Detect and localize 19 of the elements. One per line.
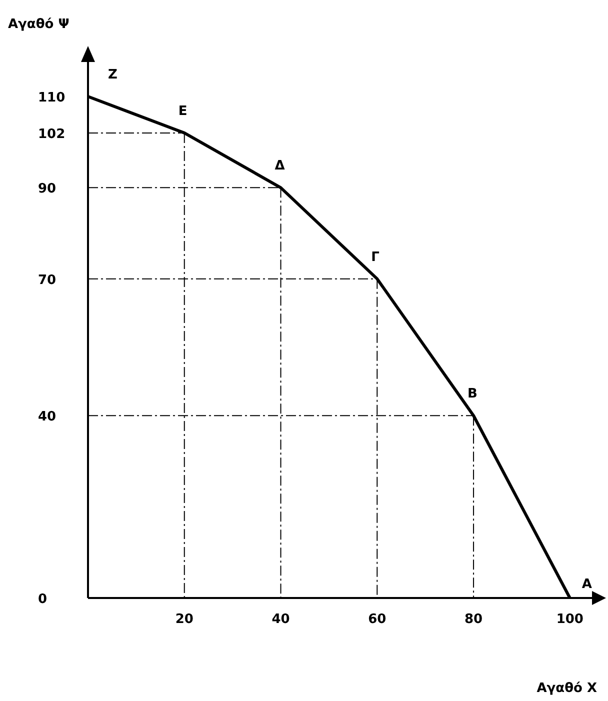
x-axis-title: Αγαθό X bbox=[536, 681, 597, 696]
y-tick-label: 70 bbox=[38, 272, 56, 288]
x-tick-label: 20 bbox=[175, 612, 194, 627]
x-tick-label: 40 bbox=[272, 612, 290, 627]
y-axis-title: Αγαθό Ψ bbox=[8, 17, 70, 32]
annotation: A bbox=[582, 577, 592, 592]
y-tick-label: 90 bbox=[38, 182, 56, 197]
y-tick-label: 0 bbox=[38, 592, 48, 607]
x-tick-label: 100 bbox=[556, 612, 584, 627]
x-tick-label: 80 bbox=[464, 612, 483, 627]
annotation: Z bbox=[108, 67, 118, 82]
annotation: Δ bbox=[274, 158, 285, 174]
annotation: Γ bbox=[371, 250, 380, 265]
x-tick-label: 60 bbox=[368, 612, 386, 627]
y-tick-label: 110 bbox=[38, 90, 66, 106]
y-tick-label: 102 bbox=[38, 126, 66, 142]
annotation: E bbox=[178, 104, 188, 119]
annotation: B bbox=[468, 386, 478, 402]
y-tick-label: 40 bbox=[38, 410, 56, 425]
